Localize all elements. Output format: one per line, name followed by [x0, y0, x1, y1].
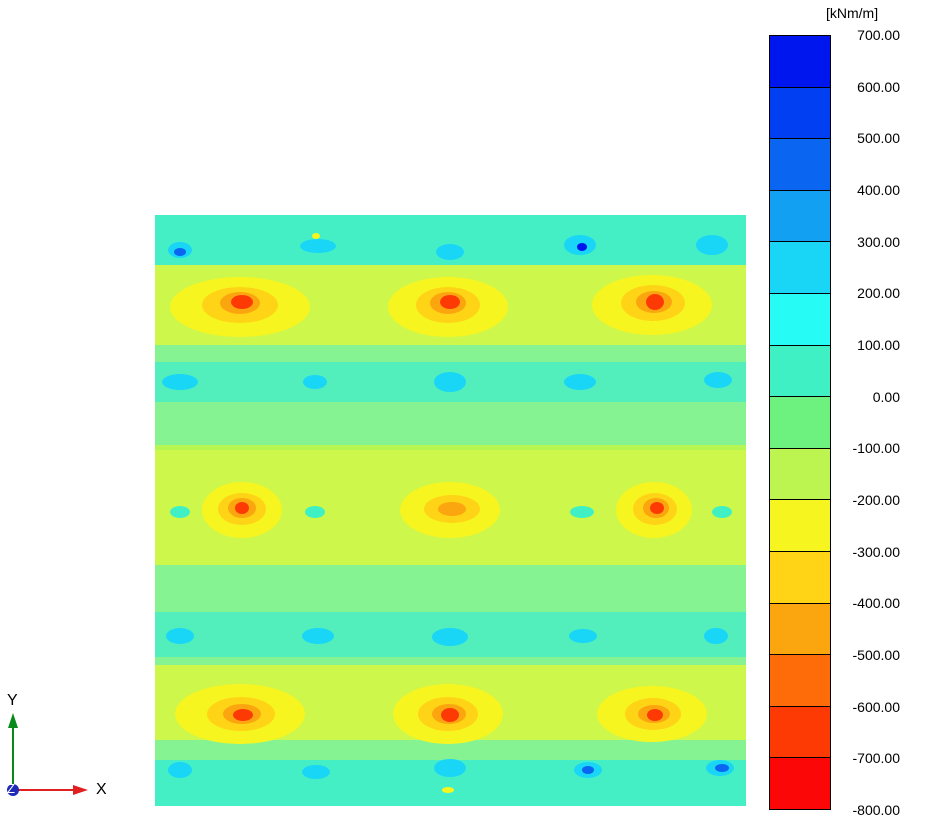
legend-swatch [770, 655, 830, 707]
legend-tick-label: 300.00 [857, 233, 900, 250]
positive-spots [162, 233, 734, 793]
z-axis-origin [7, 784, 19, 796]
legend-swatch [770, 500, 830, 552]
legend-swatch [770, 139, 830, 191]
y-axis-label: Y [7, 692, 18, 709]
legend-tick-label: -600.00 [852, 698, 900, 715]
x-axis-arrowhead [73, 785, 88, 795]
legend-tick-label: 400.00 [857, 182, 900, 198]
color-legend [769, 35, 831, 810]
legend-swatch [770, 190, 830, 243]
axis-indicator [7, 713, 88, 796]
legend-swatch [770, 242, 830, 294]
band-top-cyan [155, 215, 746, 270]
legend-tick-label: -300.00 [852, 543, 900, 560]
legend-swatch [770, 345, 830, 398]
legend-swatch [770, 448, 830, 501]
legend-tick-label: 100.00 [857, 337, 900, 353]
legend-tick-label: -500.00 [852, 647, 900, 663]
x-axis-label: X [96, 781, 107, 798]
hotspot-row-2 [202, 482, 692, 538]
legend-tick-label: 0.00 [872, 388, 900, 405]
contour-plot[interactable] [155, 215, 746, 806]
legend-swatch [770, 758, 830, 809]
legend-tick-label: -800.00 [852, 802, 900, 818]
hotspot-row-3 [175, 684, 707, 744]
legend-swatch [770, 293, 830, 346]
legend-tick-label: 500.00 [857, 130, 900, 147]
legend-unit: [kNm/m] [826, 5, 879, 21]
legend-swatch [770, 551, 830, 604]
hotspot-row-1 [170, 275, 712, 337]
legend-tick-label: 700.00 [857, 27, 900, 43]
legend-tick-label: -700.00 [852, 750, 900, 767]
legend-swatch [770, 36, 830, 88]
legend-swatch [770, 603, 830, 656]
legend-swatch [770, 87, 830, 140]
legend-tick-label: -100.00 [852, 440, 900, 457]
legend-tick-label: -400.00 [852, 595, 900, 612]
z-axis-label: Z [7, 781, 15, 796]
legend-tick-label: 200.00 [857, 285, 900, 302]
legend-swatch [770, 706, 830, 759]
y-axis-arrowhead [8, 713, 18, 728]
legend-tick-label: 600.00 [857, 78, 900, 95]
legend-swatch [770, 397, 830, 449]
legend-tick-label: -200.00 [852, 492, 900, 508]
